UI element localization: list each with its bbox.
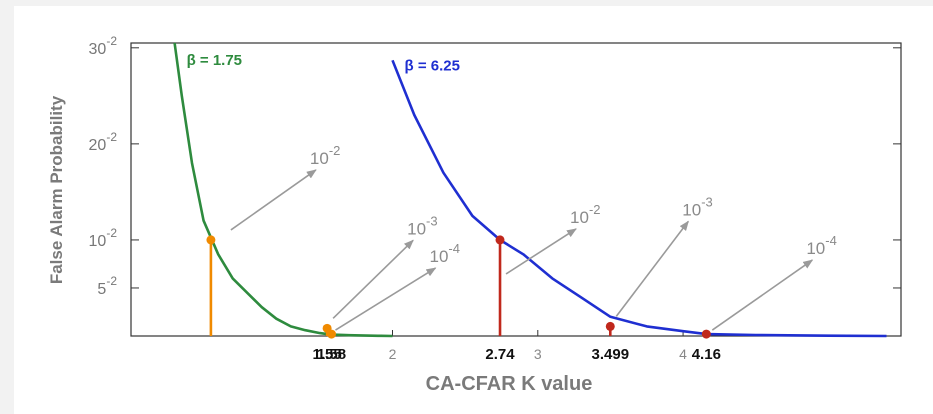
x-axis-title: CA-CFAR K value (426, 373, 593, 395)
pfa-annotation: 10-2 (310, 143, 340, 168)
pfa-annotation: 10-3 (407, 213, 437, 238)
threshold-point (701, 329, 711, 339)
annotation-arrow (335, 267, 437, 331)
y-tick-label: 10-2 (89, 226, 118, 250)
series-label-2: β = 6.25 (405, 57, 460, 74)
pfa-annotation: 10-2 (570, 202, 600, 227)
series-line-2 (391, 59, 887, 338)
k-value-label: 4.16 (692, 346, 721, 363)
false-alarm-chart: 5-2 10-2 20-2 30-2 2 3 4 β = 1.75 β = 6.25 10-2 1… (47, 34, 902, 395)
y-tick-label: 20-2 (89, 130, 118, 154)
pfa-annotation: 10-4 (806, 233, 836, 258)
threshold-point (495, 235, 505, 245)
threshold-point (206, 235, 216, 245)
annotation-arrow (332, 239, 414, 319)
pfa-annotation: 10-3 (682, 194, 712, 219)
x-tick-label: 2 (389, 346, 397, 362)
k-value-label: 1.58 (317, 346, 346, 363)
plot-frame (130, 42, 902, 337)
annotation-arrow (230, 169, 317, 231)
threshold-point (605, 321, 615, 331)
k-value-label: 3.499 (592, 346, 630, 363)
y-tick-label: 5-2 (97, 274, 117, 298)
annotation-arrow (711, 259, 814, 331)
pfa-annotation: 10-4 (429, 241, 459, 266)
x-tick-label: 4 (679, 346, 687, 362)
k-value-label: 1.55 (313, 346, 342, 363)
y-axis-title: False Alarm Probability (47, 95, 66, 284)
k-value-label: 2.74 (485, 346, 515, 363)
series-line-1 (173, 42, 393, 338)
threshold-point (326, 329, 336, 339)
y-tick-label: 30-2 (89, 34, 118, 58)
annotation-arrow (615, 220, 689, 317)
annotation-arrow (505, 228, 577, 275)
x-tick-label: 3 (534, 346, 542, 362)
series-label-1: β = 1.75 (187, 52, 242, 69)
chart-panel: 5-2 10-2 20-2 30-2 2 3 4 β = 1.75 β = 6.25 10-2 1… (14, 6, 933, 414)
